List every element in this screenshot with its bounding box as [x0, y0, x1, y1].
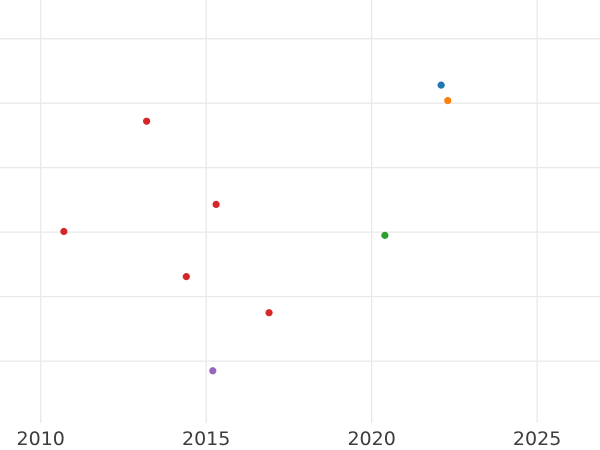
data-point-purple [209, 367, 217, 375]
data-point-green [381, 231, 389, 239]
x-tick-label: 2015 [181, 428, 231, 450]
x-tick-label: 2010 [16, 428, 65, 450]
gridlines [0, 0, 600, 423]
data-point-orange [444, 96, 452, 105]
data-point-red [265, 309, 273, 317]
x-tick-label: 2020 [347, 428, 396, 450]
data-point-red [212, 200, 220, 209]
data-point-red [60, 227, 68, 236]
x-tick-label: 2025 [512, 428, 562, 450]
data-point-blue [437, 81, 445, 89]
data-points [60, 81, 452, 375]
data-point-red [182, 273, 190, 281]
data-point-red [143, 117, 151, 125]
